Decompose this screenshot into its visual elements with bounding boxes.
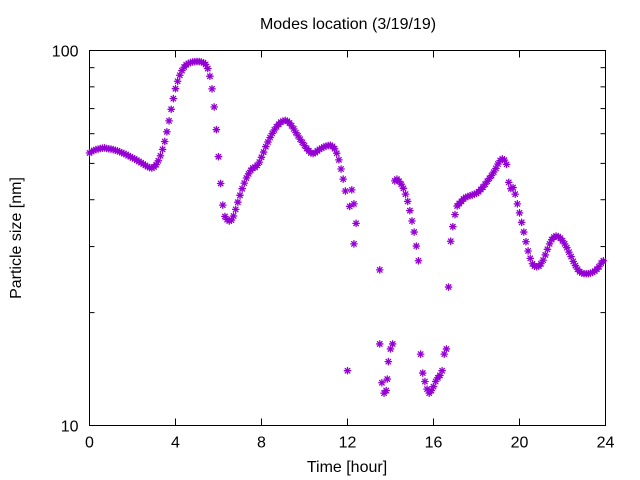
data-point — [350, 200, 358, 208]
data-point — [451, 210, 459, 219]
y-axis: 10 100 — [52, 44, 606, 436]
data-point — [405, 206, 414, 215]
x-tick-label: 24 — [597, 435, 615, 452]
data-point — [229, 212, 238, 220]
data-point — [421, 377, 429, 386]
data-point — [429, 382, 438, 391]
data-point — [375, 266, 384, 274]
data-point — [440, 350, 449, 358]
data-point — [203, 64, 212, 73]
data-point — [403, 197, 412, 206]
data-point — [384, 357, 393, 366]
data-point — [541, 251, 550, 259]
data-point — [350, 240, 358, 248]
data-point — [160, 137, 169, 146]
data-point — [231, 205, 240, 214]
data-point — [418, 369, 427, 377]
data-point — [210, 103, 219, 111]
data-point — [513, 200, 522, 208]
data-point — [444, 283, 453, 291]
data-point — [236, 191, 244, 200]
data-point — [165, 117, 173, 125]
data-point — [378, 378, 386, 387]
data-point — [412, 242, 421, 250]
y-tick-label: 10 — [61, 419, 79, 436]
data-point — [383, 375, 392, 383]
data-point — [517, 218, 526, 227]
data-point — [414, 256, 423, 265]
data-point — [335, 155, 343, 164]
data-point — [167, 105, 176, 114]
data-point — [416, 350, 425, 358]
data-point — [347, 186, 356, 194]
data-point — [163, 127, 171, 136]
data-point — [339, 175, 348, 183]
data-point — [408, 217, 416, 225]
data-point — [212, 125, 221, 134]
data-point — [240, 179, 249, 187]
data-point — [399, 184, 408, 193]
data-point — [238, 184, 247, 193]
x-tick-label: 8 — [257, 435, 266, 452]
data-point — [206, 72, 214, 81]
x-tick-label: 4 — [171, 435, 180, 452]
data-point — [522, 237, 530, 246]
data-point — [515, 209, 524, 217]
data-point — [296, 135, 305, 144]
x-axis-label: Time [hour] — [307, 459, 387, 476]
data-point — [208, 85, 216, 93]
data-point — [401, 190, 410, 198]
data-point — [442, 345, 451, 353]
data-point — [375, 340, 384, 348]
data-point — [341, 187, 350, 195]
data-point — [519, 228, 528, 236]
data-point — [448, 222, 457, 231]
data-point — [173, 77, 182, 86]
data-point — [509, 183, 517, 192]
data-point — [382, 386, 391, 395]
data-point — [386, 345, 395, 353]
data-point — [543, 245, 552, 254]
data-point — [171, 84, 180, 93]
data-point — [438, 366, 446, 375]
data-point — [158, 145, 167, 154]
data-point — [526, 254, 535, 263]
data-point — [261, 142, 270, 151]
data-point — [259, 148, 268, 156]
data-point — [337, 165, 345, 173]
x-tick-label: 0 — [85, 435, 94, 452]
x-tick-label: 16 — [425, 435, 443, 452]
data-point — [410, 228, 419, 236]
data-point — [504, 178, 513, 187]
data-point — [169, 94, 178, 103]
data-point — [332, 149, 341, 158]
y-tick-label: 100 — [52, 44, 79, 61]
data-point — [218, 201, 227, 209]
x-axis: 0 4 8 12 16 20 24 — [85, 50, 615, 452]
data-point — [446, 237, 455, 246]
data-point — [511, 190, 520, 198]
data-point — [233, 198, 242, 207]
data-point — [352, 219, 360, 228]
data-point — [524, 247, 532, 255]
data-point — [216, 179, 225, 188]
data-point — [539, 256, 547, 265]
data-point — [502, 160, 511, 169]
data-point — [257, 153, 266, 162]
data-point — [214, 152, 223, 161]
x-tick-label: 20 — [511, 435, 529, 452]
y-axis-label: Particle size [nm] — [8, 177, 25, 299]
x-tick-label: 12 — [339, 435, 357, 452]
data-point — [599, 256, 608, 265]
data-point — [343, 366, 352, 375]
data-point — [388, 340, 397, 348]
chart-title: Modes location (3/19/19) — [260, 16, 436, 33]
data-point — [156, 151, 165, 160]
data-series — [85, 57, 608, 397]
